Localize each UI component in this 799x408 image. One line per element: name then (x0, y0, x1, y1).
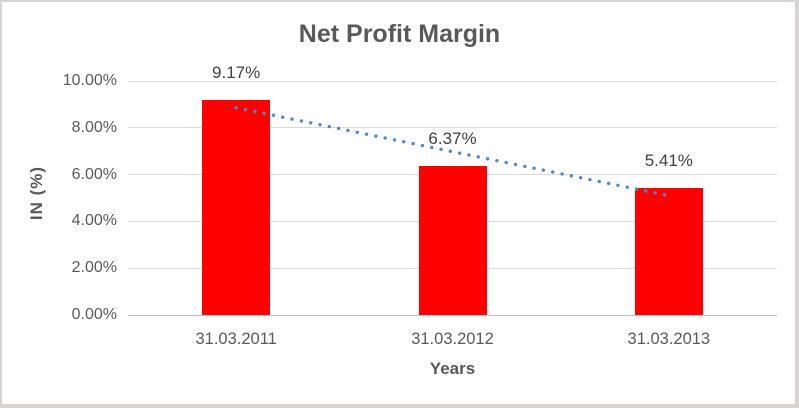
y-tick-label: 6.00% (71, 165, 117, 183)
y-tick-label: 8.00% (71, 118, 117, 136)
bar-data-label: 5.41% (644, 151, 693, 171)
gridline (128, 80, 777, 82)
x-tick-label: 31.03.2012 (411, 330, 494, 348)
y-tick-label: 2.00% (71, 259, 117, 277)
y-tick-label: 0.00% (71, 306, 117, 323)
x-axis-line (128, 314, 777, 316)
bar-data-label: 6.37% (428, 128, 477, 148)
y-tick-label: 10.00% (62, 72, 117, 89)
x-tick-label: 31.03.2013 (627, 330, 711, 348)
bar-31.03.2011 (202, 100, 271, 315)
y-axis-title: IN (%) (27, 165, 46, 221)
gridline (128, 127, 777, 129)
x-axis-title: Years (429, 359, 476, 378)
chart-title: Net Profit Margin (298, 20, 501, 48)
bar-31.03.2012 (418, 165, 487, 315)
x-tick-label: 31.03.2011 (195, 330, 277, 348)
bar-data-label: 9.17% (212, 63, 261, 83)
y-tick-label: 4.00% (71, 212, 117, 230)
bar-31.03.2013 (634, 188, 703, 315)
trendline (234, 105, 671, 198)
